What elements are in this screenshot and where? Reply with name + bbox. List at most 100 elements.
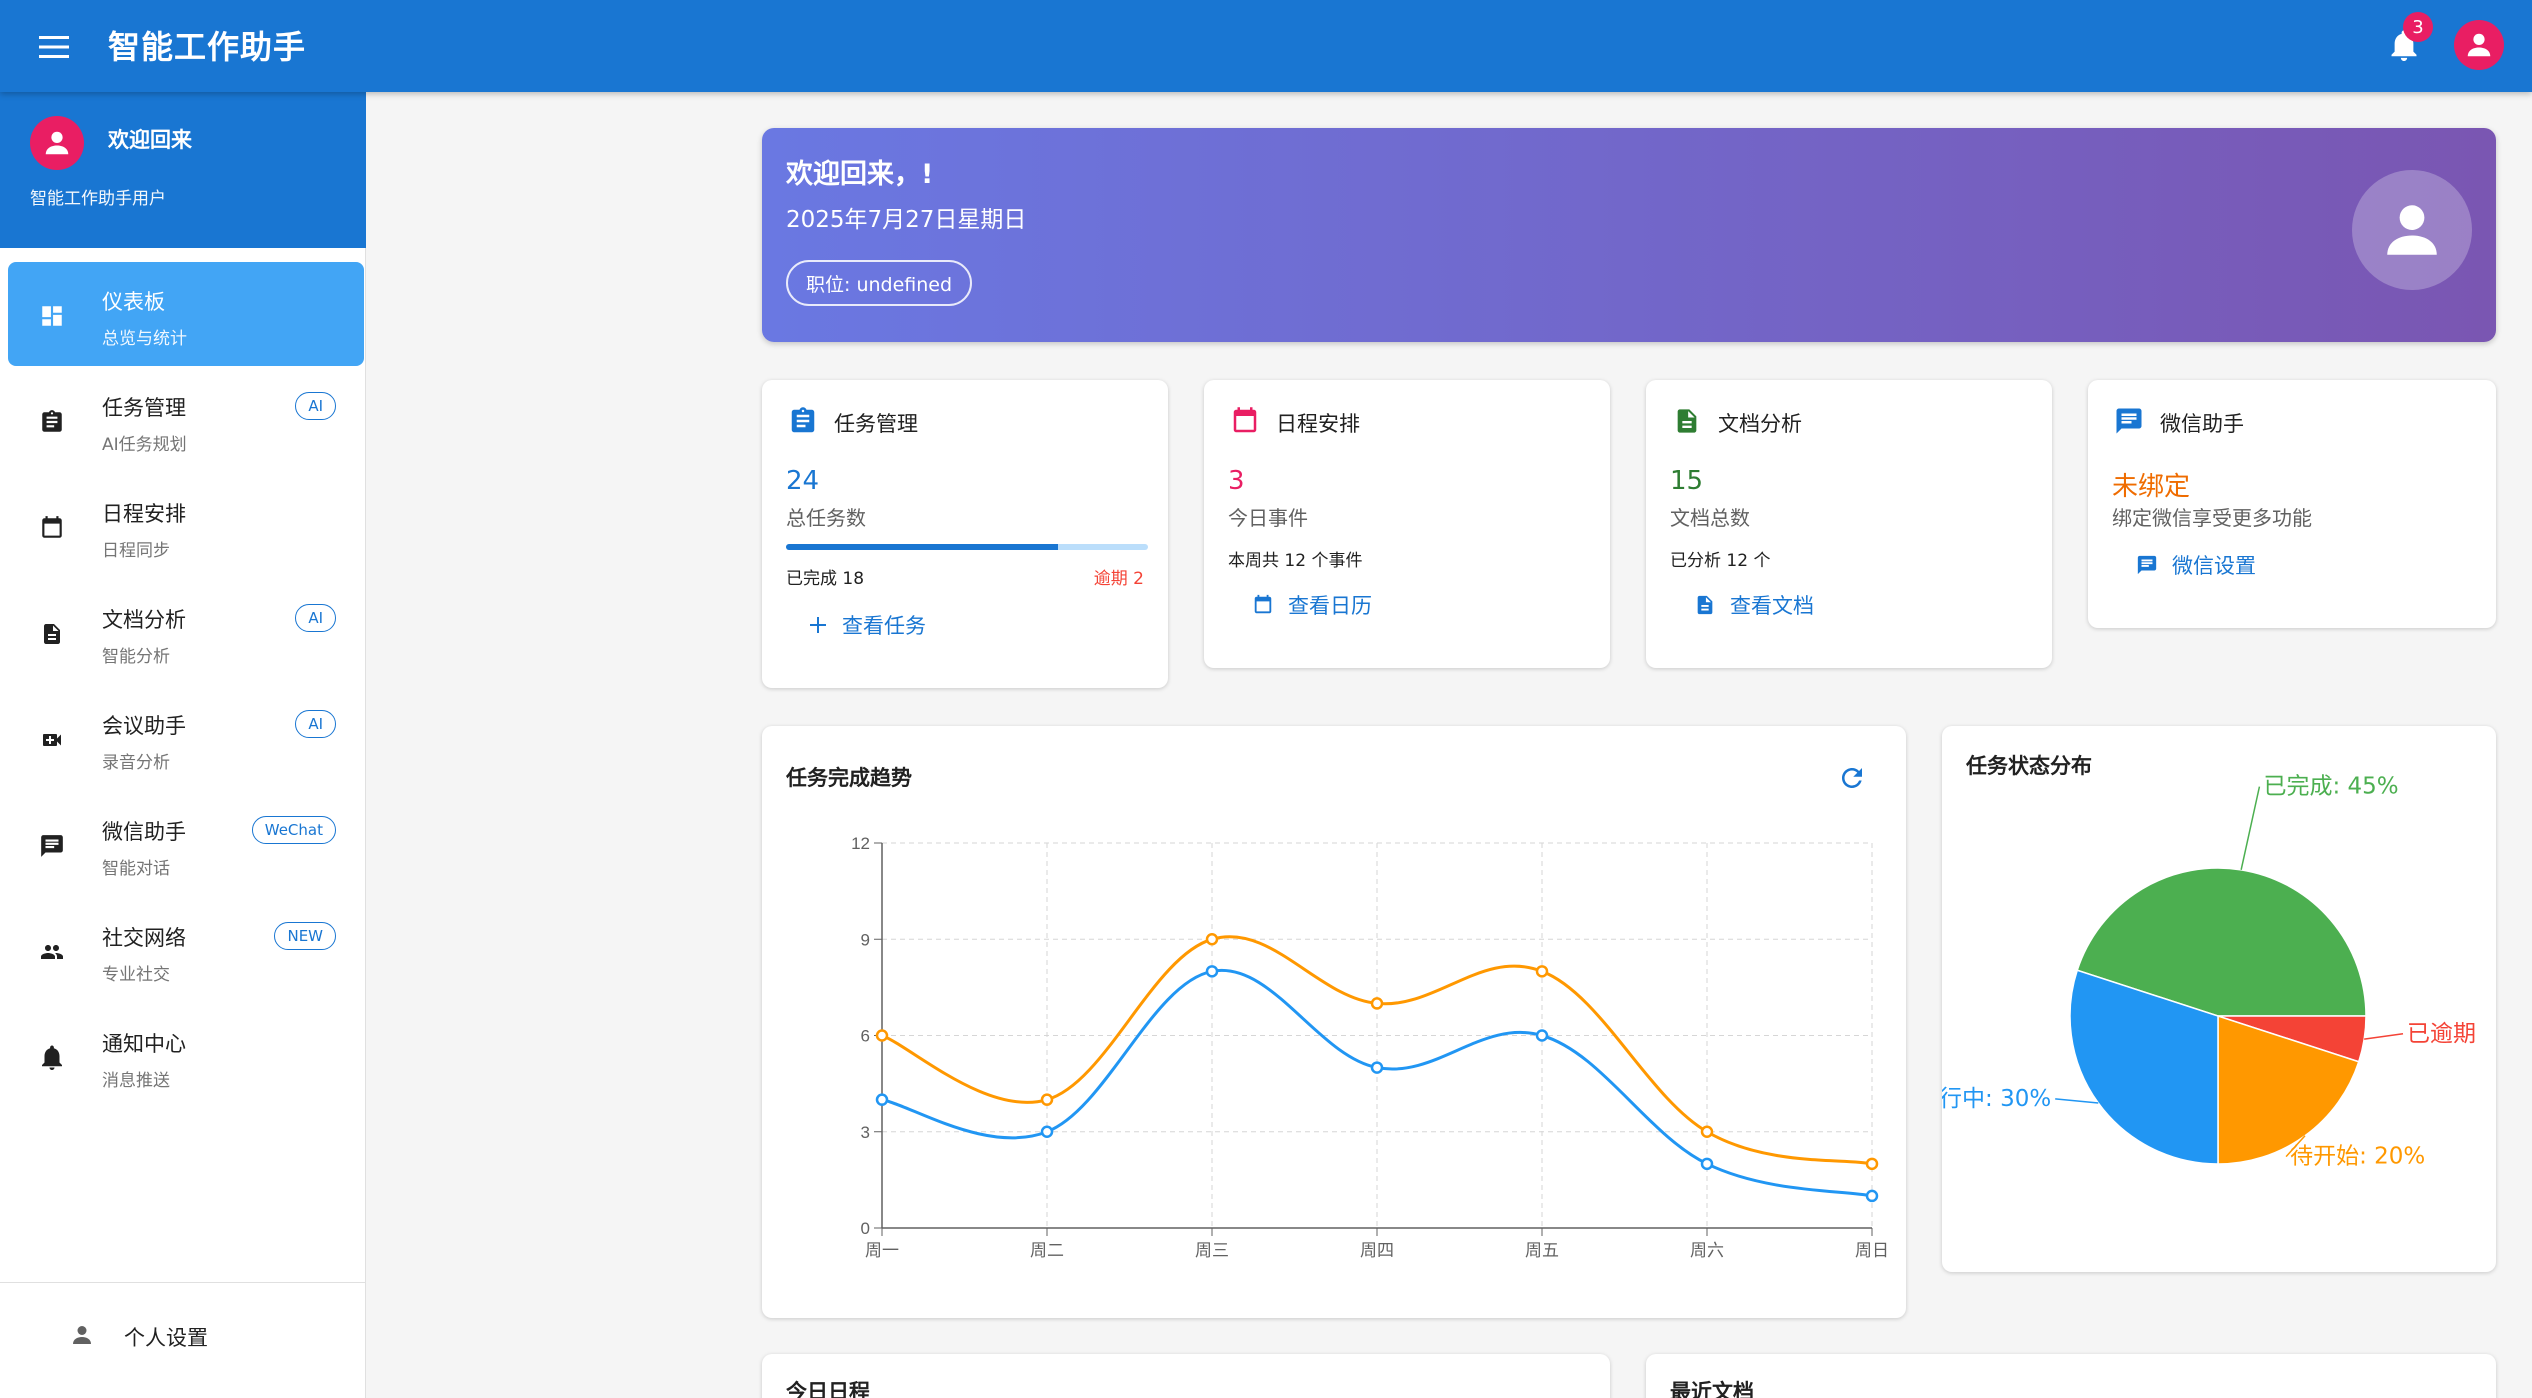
today-schedule-card: 今日日程	[762, 1354, 1610, 1398]
weekly-events-count: 本周共 12 个事件	[1228, 551, 1363, 571]
stat-value: 24	[786, 466, 820, 496]
chat-icon	[36, 830, 68, 862]
data-point[interactable]	[1535, 1029, 1549, 1042]
video-call-icon	[36, 724, 68, 756]
data-point[interactable]	[1865, 1157, 1879, 1171]
person-icon	[70, 1323, 94, 1351]
recent-docs-title: 最近文档	[1670, 1380, 1754, 1398]
overdue-count: 逾期 2	[1093, 569, 1144, 589]
sidebar-item-meeting[interactable]: 会议助手 录音分析 AI	[8, 686, 364, 790]
wechat-settings-button[interactable]: 微信设置	[2136, 550, 2256, 580]
sidebar-divider	[0, 1282, 366, 1283]
menu-icon[interactable]	[34, 27, 74, 67]
sidebar-item-settings[interactable]: 个人设置	[70, 1322, 208, 1352]
stat-label: 总任务数	[786, 506, 866, 530]
sidebar-item-documents[interactable]: 文档分析 智能分析 AI	[8, 580, 364, 684]
data-point[interactable]	[1205, 965, 1219, 978]
task-status-pie-card: 任务状态分布 已完成: 45% 已逾期 待开始: 20% 行中: 30%	[1942, 726, 2496, 1272]
pie-leader-line	[2364, 1033, 2404, 1040]
sidebar-item-notifications[interactable]: 通知中心 消息推送	[8, 1004, 364, 1108]
data-point[interactable]	[1700, 1125, 1714, 1138]
task-trend-line-chart: 0 3 6 9 12 周一 周二 周三 周四 周五 周六 周日	[851, 834, 1889, 1261]
pie-slice[interactable]	[2076, 867, 2367, 1017]
sidebar-item-label: 通知中心	[102, 1032, 186, 1056]
x-tick-label: 周四	[1360, 1241, 1394, 1261]
completed-count: 已完成 18	[786, 569, 865, 589]
bell-icon	[36, 1042, 68, 1074]
stat-title: 文档分析	[1718, 412, 1802, 436]
x-tick-label: 周二	[1030, 1241, 1064, 1261]
x-tick-label: 周三	[1195, 1241, 1229, 1261]
data-point[interactable]	[1040, 1093, 1054, 1106]
tasks-progress-bar	[786, 544, 1148, 550]
tasks-stat-card: 任务管理 24 总任务数 已完成 18 逾期 2 查看任务	[762, 380, 1168, 688]
view-calendar-label: 查看日历	[1288, 594, 1372, 618]
wechat-badge: WeChat	[251, 816, 336, 844]
data-point[interactable]	[1865, 1189, 1879, 1203]
sidebar-item-label: 日程安排	[102, 502, 186, 526]
sidebar-item-dashboard[interactable]: 仪表板 总览与统计	[8, 262, 364, 366]
sidebar-item-label: 会议助手	[102, 714, 186, 738]
welcome-banner: 欢迎回来，! 2025年7月27日星期日 职位: undefined	[762, 128, 2496, 342]
pie-label: 待开始: 20%	[2290, 1144, 2425, 1170]
sidebar-item-sub: 总览与统计	[102, 329, 187, 349]
task-trend-chart-card: 任务完成趋势 0 3 6 9 12 周一 周二 周三 周四 周五 周六 周日	[762, 726, 1906, 1318]
document-icon	[36, 618, 68, 650]
pie-label: 已逾期	[2407, 1021, 2476, 1047]
refresh-icon[interactable]	[1832, 758, 1872, 798]
plus-icon	[810, 617, 826, 633]
data-point[interactable]	[1370, 997, 1384, 1010]
ai-badge: AI	[295, 710, 336, 738]
sidebar-subtitle: 智能工作助手用户	[30, 189, 166, 209]
data-point[interactable]	[1205, 933, 1219, 946]
role-chip: 职位: undefined	[786, 260, 973, 306]
user-avatar[interactable]	[2454, 20, 2504, 70]
data-point[interactable]	[1370, 1061, 1384, 1074]
app-title: 智能工作助手	[108, 28, 307, 66]
sidebar-item-social[interactable]: 社交网络 专业社交 NEW	[8, 898, 364, 1002]
sidebar-item-wechat[interactable]: 微信助手 智能对话 WeChat	[8, 792, 364, 896]
data-point[interactable]	[1535, 965, 1549, 978]
app-bar: 智能工作助手 3	[0, 0, 2532, 92]
data-point[interactable]	[875, 1093, 889, 1106]
stat-title: 任务管理	[834, 412, 918, 436]
calendar-icon	[1228, 404, 1262, 438]
data-point[interactable]	[1700, 1157, 1714, 1171]
x-tick-label: 周一	[865, 1241, 899, 1261]
view-calendar-button[interactable]: 查看日历	[1252, 590, 1372, 620]
ai-badge: AI	[295, 604, 336, 632]
sidebar-item-label: 文档分析	[102, 608, 186, 632]
docs-stat-card: 文档分析 15 文档总数 已分析 12 个 查看文档	[1646, 380, 2052, 668]
chart-title: 任务完成趋势	[786, 766, 912, 790]
pie-leader-line	[2240, 786, 2261, 870]
analyzed-docs-count: 已分析 12 个	[1670, 551, 1771, 571]
schedule-stat-card: 日程安排 3 今日事件 本周共 12 个事件 查看日历	[1204, 380, 1610, 668]
document-icon	[1670, 404, 1704, 438]
view-documents-label: 查看文档	[1730, 594, 1814, 618]
x-tick-label: 周六	[1690, 1241, 1724, 1261]
recent-docs-card: 最近文档	[1646, 1354, 2496, 1398]
stat-label: 绑定微信享受更多功能	[2112, 506, 2312, 530]
view-tasks-button[interactable]: 查看任务	[808, 610, 926, 640]
sidebar-item-label: 仪表板	[102, 290, 165, 314]
sidebar-item-schedule[interactable]: 日程安排 日程同步	[8, 474, 364, 578]
stat-value: 15	[1670, 466, 1704, 496]
data-point[interactable]	[875, 1029, 889, 1042]
view-documents-button[interactable]: 查看文档	[1694, 590, 1814, 620]
settings-label: 个人设置	[124, 1326, 208, 1350]
chart-title: 任务状态分布	[1966, 754, 2092, 778]
y-tick-label: 0	[861, 1219, 870, 1238]
assignment-icon	[786, 404, 820, 438]
dashboard-icon	[36, 300, 68, 332]
pie-slice[interactable]	[2217, 1014, 2360, 1165]
sidebar-item-sub: 专业社交	[102, 965, 170, 985]
pie-label: 行中: 30%	[1942, 1086, 2051, 1112]
calendar-icon	[1254, 594, 1272, 614]
data-point[interactable]	[1040, 1125, 1054, 1138]
sidebar: 欢迎回来 智能工作助手用户 仪表板 总览与统计 任务管理 AI任务规划 AI 日…	[0, 92, 366, 1398]
sidebar-item-label: 微信助手	[102, 820, 186, 844]
wechat-settings-label: 微信设置	[2172, 554, 2256, 578]
sidebar-item-tasks[interactable]: 任务管理 AI任务规划 AI	[8, 368, 364, 472]
today-schedule-title: 今日日程	[786, 1380, 870, 1398]
